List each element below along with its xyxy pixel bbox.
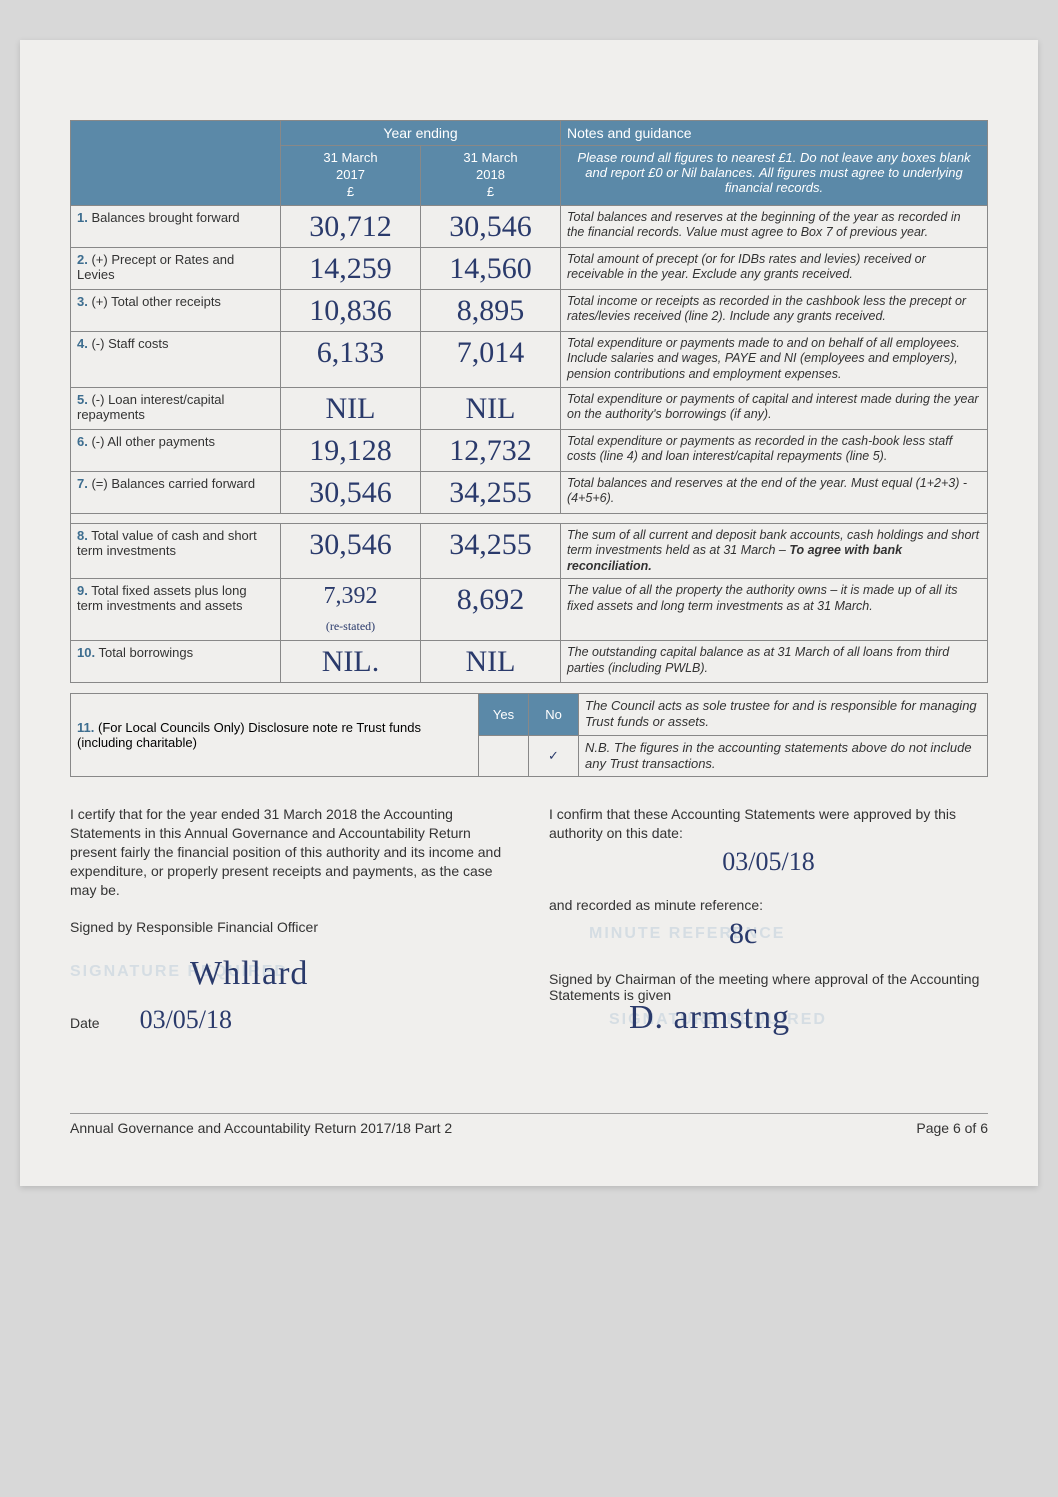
header-instructions: Please round all figures to nearest £1. … xyxy=(561,146,988,206)
disclosure-label: 11. (For Local Councils Only) Disclosure… xyxy=(71,694,479,777)
row-num: 6. xyxy=(77,434,88,449)
table-row: 3. (+) Total other receipts 10,836 8,895… xyxy=(71,289,988,331)
row-label: (-) All other payments xyxy=(91,434,215,449)
row-num: 11. xyxy=(77,720,94,735)
value-2018: 34,255 xyxy=(421,471,561,513)
table-row: 1. Balances brought forward 30,712 30,54… xyxy=(71,205,988,247)
value-2017: 19,128 xyxy=(281,429,421,471)
value-2018: 14,560 xyxy=(421,247,561,289)
rfo-date: 03/05/18 xyxy=(140,1005,232,1035)
row-num: 9. xyxy=(77,583,88,598)
cert-right: I confirm that these Accounting Statemen… xyxy=(549,805,988,1053)
row-num: 8. xyxy=(77,528,88,543)
disclosure-label-text: (For Local Councils Only) Disclosure not… xyxy=(77,720,421,750)
disclosure-guidance-2: N.B. The figures in the accounting state… xyxy=(579,735,988,777)
row-num: 10. xyxy=(77,645,95,660)
guidance-text: The value of all the property the author… xyxy=(561,579,988,641)
row-num: 1. xyxy=(77,210,88,225)
value-2017: 10,836 xyxy=(281,289,421,331)
value-2018: 8,895 xyxy=(421,289,561,331)
no-cell: ✓ xyxy=(529,735,579,777)
guidance-text: The outstanding capital balance as at 31… xyxy=(561,641,988,683)
row-label: (-) Loan interest/capital repayments xyxy=(77,392,224,422)
minute-ref-label: and recorded as minute reference: xyxy=(549,897,988,913)
disclosure-guidance-1: The Council acts as sole trustee for and… xyxy=(579,694,988,736)
value-2018: NIL xyxy=(421,387,561,429)
cert-left: I certify that for the year ended 31 Mar… xyxy=(70,805,509,1053)
spacer xyxy=(71,513,988,523)
certification-section: I certify that for the year ended 31 Mar… xyxy=(70,805,988,1053)
value-2017: 14,259 xyxy=(281,247,421,289)
chairman-signature-box: SIGNATURE REQUIRED D. armstng xyxy=(549,1003,988,1053)
value-2018: NIL xyxy=(421,641,561,683)
date-label: Date xyxy=(70,1015,100,1031)
table-row: 10. Total borrowings NIL. NIL The outsta… xyxy=(71,641,988,683)
value-2017: NIL xyxy=(281,387,421,429)
minute-ref-box: MINUTE REFERENCE 8c xyxy=(549,917,988,953)
guidance-text: Total income or receipts as recorded in … xyxy=(561,289,988,331)
guidance-text: Total expenditure or payments as recorde… xyxy=(561,429,988,471)
rfo-signature-box: SIGNATURE REQUIRED Whllard xyxy=(70,955,509,1005)
footer-right: Page 6 of 6 xyxy=(916,1120,988,1136)
header-notes: Notes and guidance xyxy=(561,121,988,146)
guidance-text: Total amount of precept (or for IDBs rat… xyxy=(561,247,988,289)
cert-left-paragraph: I certify that for the year ended 31 Mar… xyxy=(70,805,509,899)
row-label: (+) Total other receipts xyxy=(91,294,220,309)
table-row: 8. Total value of cash and short term in… xyxy=(71,523,988,579)
approval-date: 03/05/18 xyxy=(549,847,988,877)
header-col-2017: 31 March 2017 £ xyxy=(281,146,421,206)
value-2017: 7,392(re-stated) xyxy=(281,579,421,641)
page: Year ending Notes and guidance 31 March … xyxy=(20,40,1038,1186)
guidance-text: Total expenditure or payments of capital… xyxy=(561,387,988,429)
rfo-signed-label: Signed by Responsible Financial Officer xyxy=(70,918,509,937)
guidance-text: Total balances and reserves at the begin… xyxy=(561,205,988,247)
table-row: 4. (-) Staff costs 6,133 7,014 Total exp… xyxy=(71,331,988,387)
value-2017: NIL. xyxy=(281,641,421,683)
row-label: Balances brought forward xyxy=(91,210,239,225)
row-num: 2. xyxy=(77,252,88,267)
row-num: 5. xyxy=(77,392,88,407)
value-2018: 30,546 xyxy=(421,205,561,247)
row-num: 3. xyxy=(77,294,88,309)
header-blank xyxy=(71,121,281,206)
table-row: 7. (=) Balances carried forward 30,546 3… xyxy=(71,471,988,513)
row-label: Total value of cash and short term inves… xyxy=(77,528,257,558)
value-2017: 6,133 xyxy=(281,331,421,387)
value-2018: 8,692 xyxy=(421,579,561,641)
minute-reference: 8c xyxy=(729,917,757,951)
row-label: (=) Balances carried forward xyxy=(91,476,255,491)
row-label: Total borrowings xyxy=(98,645,193,660)
value-2017: 30,546 xyxy=(281,471,421,513)
page-footer: Annual Governance and Accountability Ret… xyxy=(70,1113,988,1136)
yes-cell xyxy=(479,735,529,777)
header-col-2018: 31 March 2018 £ xyxy=(421,146,561,206)
yes-header: Yes xyxy=(479,694,529,736)
row-num: 4. xyxy=(77,336,88,351)
guidance-text: The sum of all current and deposit bank … xyxy=(561,523,988,579)
header-year-ending: Year ending xyxy=(281,121,561,146)
table-row: 5. (-) Loan interest/capital repayments … xyxy=(71,387,988,429)
row-label: (-) Staff costs xyxy=(91,336,168,351)
row-num: 7. xyxy=(77,476,88,491)
table-row: 9. Total fixed assets plus long term inv… xyxy=(71,579,988,641)
value-2018: 34,255 xyxy=(421,523,561,579)
value-2017: 30,712 xyxy=(281,205,421,247)
accounting-statements-table: Year ending Notes and guidance 31 March … xyxy=(70,120,988,683)
value-2018: 12,732 xyxy=(421,429,561,471)
value-2018: 7,014 xyxy=(421,331,561,387)
footer-left: Annual Governance and Accountability Ret… xyxy=(70,1120,452,1136)
table-row: 2. (+) Precept or Rates and Levies 14,25… xyxy=(71,247,988,289)
row-label: (+) Precept or Rates and Levies xyxy=(77,252,234,282)
rfo-signature: Whllard xyxy=(190,955,308,993)
disclosure-table: 11. (For Local Councils Only) Disclosure… xyxy=(70,693,988,777)
guidance-text: Total expenditure or payments made to an… xyxy=(561,331,988,387)
table-row: 6. (-) All other payments 19,128 12,732 … xyxy=(71,429,988,471)
row-label: Total fixed assets plus long term invest… xyxy=(77,583,247,613)
cert-right-paragraph: I confirm that these Accounting Statemen… xyxy=(549,805,988,843)
value-2017: 30,546 xyxy=(281,523,421,579)
no-header: No xyxy=(529,694,579,736)
guidance-text: Total balances and reserves at the end o… xyxy=(561,471,988,513)
chairman-signature: D. armstng xyxy=(629,999,790,1037)
